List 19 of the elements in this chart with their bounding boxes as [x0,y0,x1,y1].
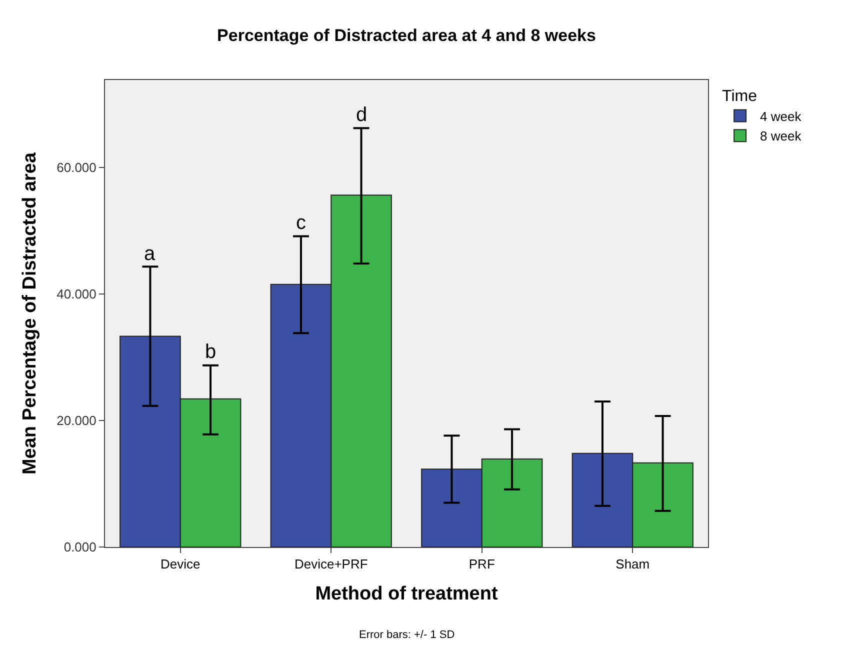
x-tick-label: Sham [616,556,650,572]
legend-label: 8 week [760,128,802,144]
annotation: c [296,212,306,234]
annotation: a [144,243,156,265]
y-axis-title: Mean Percentage of Distracted area [19,152,40,475]
x-axis-title: Method of treatment [315,583,498,604]
annotation: d [356,104,368,126]
x-tick-label: PRF [468,556,495,572]
x-tick-label: Device [160,556,200,572]
annotation: b [205,341,216,363]
x-tick-label: Device+PRF [294,556,368,572]
y-tick-label: 40.000 [56,286,96,302]
y-tick-label: 20.000 [56,412,96,428]
legend-title: Time [722,88,758,105]
legend-label: 4 week [760,108,802,124]
chart-title: Percentage of Distracted area at 4 and 8 weeks [217,26,596,46]
text: Error bars: +/- 1 SD [359,629,455,641]
y-tick-label: 0.000 [64,540,96,555]
y-tick-label: 60.000 [56,160,96,175]
